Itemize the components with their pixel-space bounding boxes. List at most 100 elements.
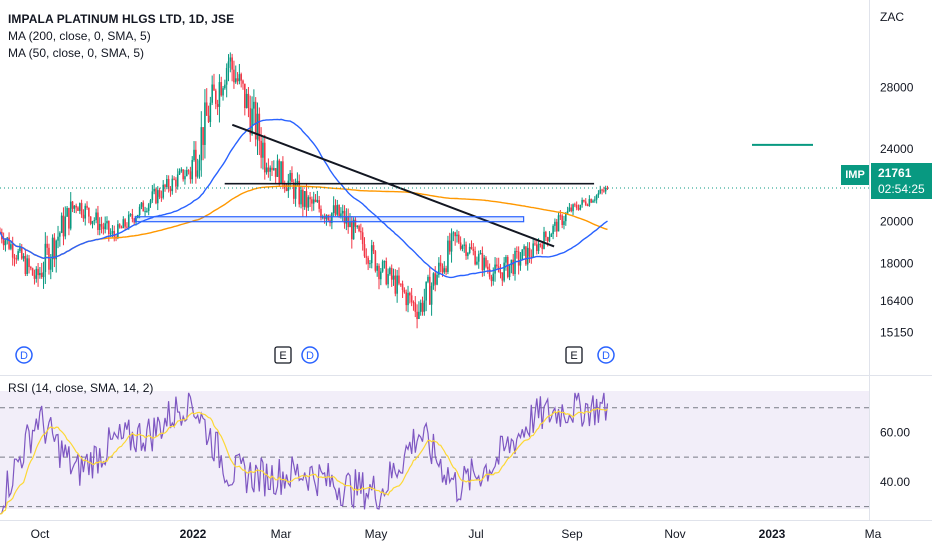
- candle-body[interactable]: [327, 215, 330, 221]
- candle-body[interactable]: [156, 190, 159, 204]
- candle-body[interactable]: [191, 160, 194, 180]
- candle-body[interactable]: [367, 257, 369, 264]
- candle-body[interactable]: [236, 78, 239, 82]
- candle-body[interactable]: [171, 178, 174, 192]
- candle-body[interactable]: [423, 300, 426, 312]
- candle-body[interactable]: [467, 253, 469, 256]
- candle-body[interactable]: [129, 214, 132, 216]
- candle-body[interactable]: [193, 149, 195, 161]
- candle-body[interactable]: [577, 208, 580, 210]
- candle-body[interactable]: [35, 268, 38, 279]
- candle-body[interactable]: [254, 101, 257, 140]
- candle-body[interactable]: [20, 246, 23, 259]
- ma50-legend[interactable]: MA (50, close, 0, SMA, 5): [8, 46, 145, 60]
- candle-body[interactable]: [11, 244, 14, 258]
- earnings-marker[interactable]: [274, 346, 292, 364]
- candle-body[interactable]: [454, 232, 456, 237]
- candle-body[interactable]: [519, 260, 522, 266]
- candle-body[interactable]: [267, 167, 270, 172]
- candle-body[interactable]: [200, 127, 203, 161]
- candle-body[interactable]: [545, 231, 547, 238]
- candle-body[interactable]: [459, 242, 462, 249]
- candle-body[interactable]: [263, 142, 266, 173]
- candle-body[interactable]: [389, 268, 391, 275]
- candle-body[interactable]: [209, 102, 212, 122]
- candle-body[interactable]: [401, 283, 404, 290]
- candle-body[interactable]: [428, 276, 431, 305]
- candle-body[interactable]: [441, 266, 444, 273]
- candle-body[interactable]: [505, 256, 507, 263]
- candle-body[interactable]: [262, 142, 264, 158]
- candle-body[interactable]: [49, 259, 52, 270]
- candles[interactable]: [0, 52, 609, 329]
- candle-body[interactable]: [528, 247, 531, 257]
- candle-body[interactable]: [461, 245, 464, 249]
- candle-body[interactable]: [570, 207, 573, 212]
- trendline[interactable]: [231, 123, 555, 248]
- candle-body[interactable]: [238, 74, 241, 82]
- candle-body[interactable]: [603, 190, 605, 192]
- candle-body[interactable]: [595, 195, 598, 200]
- candle-body[interactable]: [599, 189, 602, 194]
- candle-body[interactable]: [30, 267, 32, 269]
- candle-body[interactable]: [258, 113, 261, 141]
- candle-body[interactable]: [164, 184, 166, 188]
- candle-body[interactable]: [298, 180, 301, 205]
- candle-body[interactable]: [512, 259, 515, 275]
- candle-body[interactable]: [501, 272, 504, 281]
- candle-body[interactable]: [66, 207, 68, 217]
- candle-body[interactable]: [280, 161, 282, 185]
- candle-body[interactable]: [75, 205, 77, 208]
- candle-body[interactable]: [82, 214, 85, 219]
- candle-body[interactable]: [430, 285, 433, 305]
- candle-body[interactable]: [378, 265, 380, 280]
- candle-body[interactable]: [244, 83, 246, 109]
- candle-body[interactable]: [450, 233, 453, 252]
- candle-body[interactable]: [499, 272, 502, 274]
- candle-body[interactable]: [307, 197, 310, 208]
- candle-body[interactable]: [534, 243, 536, 245]
- candle-body[interactable]: [133, 218, 135, 223]
- candle-body[interactable]: [4, 240, 7, 246]
- candle-body[interactable]: [48, 247, 50, 270]
- candle-body[interactable]: [418, 311, 420, 320]
- candle-body[interactable]: [300, 189, 302, 205]
- candle-body[interactable]: [539, 243, 542, 245]
- candle-body[interactable]: [289, 172, 291, 181]
- candle-body[interactable]: [425, 281, 427, 301]
- candle-body[interactable]: [436, 274, 438, 285]
- time-axis[interactable]: Oct 2022 Mar May Jul Sep Nov 2023 Ma: [31, 527, 882, 541]
- candle-body[interactable]: [316, 200, 319, 202]
- candle-body[interactable]: [554, 221, 556, 226]
- candle-body[interactable]: [77, 207, 79, 211]
- candle-body[interactable]: [282, 161, 284, 184]
- candle-body[interactable]: [374, 251, 377, 271]
- candle-body[interactable]: [147, 204, 150, 211]
- candle-body[interactable]: [586, 204, 589, 206]
- ma200-legend[interactable]: MA (200, close, 0, SMA, 5): [8, 29, 151, 43]
- candle-body[interactable]: [477, 254, 480, 262]
- candle-body[interactable]: [46, 243, 48, 248]
- symbol-title[interactable]: IMPALA PLATINUM HLGS LTD, 1D, JSE: [8, 12, 235, 26]
- candle-body[interactable]: [574, 204, 576, 206]
- candle-body[interactable]: [394, 275, 397, 294]
- candle-body[interactable]: [86, 205, 88, 208]
- candle-body[interactable]: [80, 203, 83, 215]
- candle-body[interactable]: [468, 246, 471, 254]
- candle-body[interactable]: [305, 191, 308, 208]
- candle-body[interactable]: [555, 221, 558, 232]
- candle-body[interactable]: [218, 82, 221, 107]
- candle-body[interactable]: [407, 292, 409, 306]
- candle-body[interactable]: [37, 268, 39, 276]
- candle-body[interactable]: [508, 265, 511, 278]
- candle-body[interactable]: [113, 231, 116, 237]
- candle-body[interactable]: [488, 269, 491, 277]
- candle-body[interactable]: [144, 211, 146, 213]
- candle-body[interactable]: [60, 215, 63, 233]
- candle-body[interactable]: [369, 263, 371, 265]
- candle-body[interactable]: [149, 200, 152, 205]
- candle-body[interactable]: [399, 283, 402, 285]
- candle-body[interactable]: [360, 231, 362, 233]
- candle-body[interactable]: [309, 197, 311, 200]
- candle-body[interactable]: [365, 256, 368, 258]
